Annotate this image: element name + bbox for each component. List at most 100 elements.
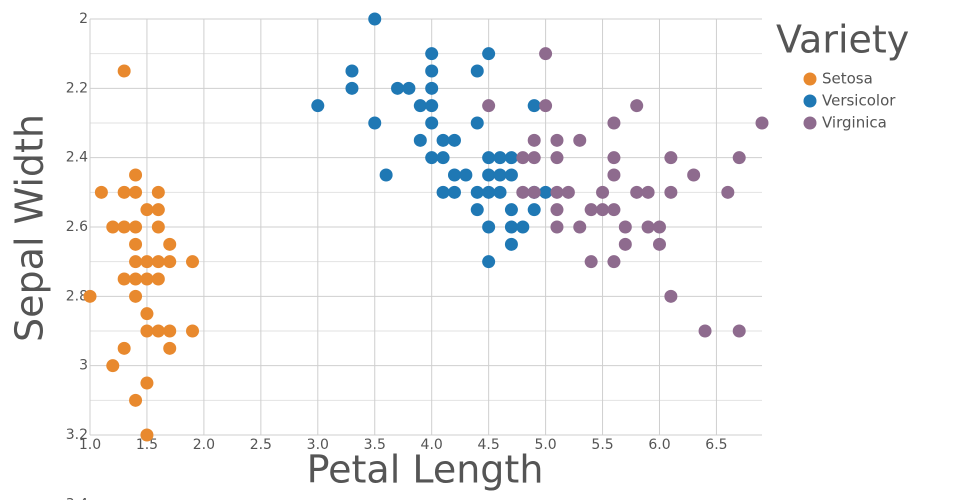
point xyxy=(151,220,165,234)
point xyxy=(129,237,143,251)
point xyxy=(425,99,439,113)
point xyxy=(482,255,496,269)
point xyxy=(151,203,165,217)
point xyxy=(368,12,382,26)
point xyxy=(504,220,518,234)
point xyxy=(641,185,655,199)
point xyxy=(584,255,598,269)
point xyxy=(391,81,405,95)
point xyxy=(618,220,632,234)
legend-label: Virginica xyxy=(822,114,887,132)
point xyxy=(607,151,621,165)
point xyxy=(129,393,143,407)
point xyxy=(550,220,564,234)
x-tick-label: 4.0 xyxy=(421,437,443,453)
point xyxy=(539,47,553,61)
point xyxy=(436,151,450,165)
point xyxy=(117,272,131,286)
point xyxy=(539,185,553,199)
legend-marker xyxy=(803,116,817,130)
x-tick-label: 6.0 xyxy=(648,437,670,453)
point xyxy=(83,289,97,303)
point xyxy=(573,133,587,147)
y-tick-label: 2.8 xyxy=(66,288,88,304)
point xyxy=(425,47,439,61)
y-tick-label: 2 xyxy=(79,11,88,27)
point xyxy=(596,203,610,217)
point xyxy=(470,203,484,217)
point xyxy=(482,47,496,61)
y-tick-label: 2.2 xyxy=(66,80,88,96)
point xyxy=(527,203,541,217)
point xyxy=(117,220,131,234)
point xyxy=(482,220,496,234)
x-tick-label: 1.0 xyxy=(79,437,101,453)
legend-label: Versicolor xyxy=(822,92,896,110)
point xyxy=(186,255,200,269)
point xyxy=(379,168,393,182)
legend-marker xyxy=(803,72,817,86)
legend-marker xyxy=(803,94,817,108)
point xyxy=(186,324,200,338)
point xyxy=(652,220,666,234)
point xyxy=(163,341,177,355)
point xyxy=(140,428,154,442)
point xyxy=(482,99,496,113)
point xyxy=(413,133,427,147)
point xyxy=(140,324,154,338)
x-tick-label: 3.0 xyxy=(307,437,329,453)
y-axis-label: Sepal Width xyxy=(8,114,52,342)
point xyxy=(516,185,530,199)
x-tick-label: 6.5 xyxy=(705,437,727,453)
point xyxy=(527,185,541,199)
point xyxy=(573,220,587,234)
point xyxy=(664,151,678,165)
point xyxy=(732,324,746,338)
x-tick-label: 3.5 xyxy=(364,437,386,453)
point xyxy=(129,168,143,182)
point xyxy=(504,203,518,217)
point xyxy=(482,185,496,199)
point xyxy=(425,116,439,130)
point xyxy=(129,289,143,303)
point xyxy=(151,185,165,199)
point xyxy=(94,185,108,199)
point xyxy=(732,151,746,165)
point xyxy=(641,220,655,234)
point xyxy=(311,99,325,113)
point xyxy=(129,272,143,286)
point xyxy=(687,168,701,182)
point xyxy=(630,185,644,199)
point xyxy=(607,168,621,182)
point xyxy=(504,237,518,251)
point xyxy=(402,81,416,95)
point xyxy=(368,116,382,130)
legend-title: Variety xyxy=(776,18,909,62)
point xyxy=(607,203,621,217)
point xyxy=(664,289,678,303)
point xyxy=(140,376,154,390)
point xyxy=(607,116,621,130)
point xyxy=(516,220,530,234)
point xyxy=(151,255,165,269)
x-tick-label: 1.5 xyxy=(136,437,158,453)
point xyxy=(106,359,120,373)
point xyxy=(151,324,165,338)
point xyxy=(607,255,621,269)
point xyxy=(425,151,439,165)
point xyxy=(447,133,461,147)
point xyxy=(117,64,131,78)
point xyxy=(163,255,177,269)
point xyxy=(721,185,735,199)
point xyxy=(652,237,666,251)
point xyxy=(539,99,553,113)
x-axis-label: Petal Length xyxy=(307,448,544,492)
point xyxy=(345,81,359,95)
point xyxy=(550,151,564,165)
point xyxy=(129,220,143,234)
point xyxy=(664,185,678,199)
point xyxy=(140,203,154,217)
y-tick-label: 2.4 xyxy=(66,150,88,166)
point xyxy=(129,255,143,269)
